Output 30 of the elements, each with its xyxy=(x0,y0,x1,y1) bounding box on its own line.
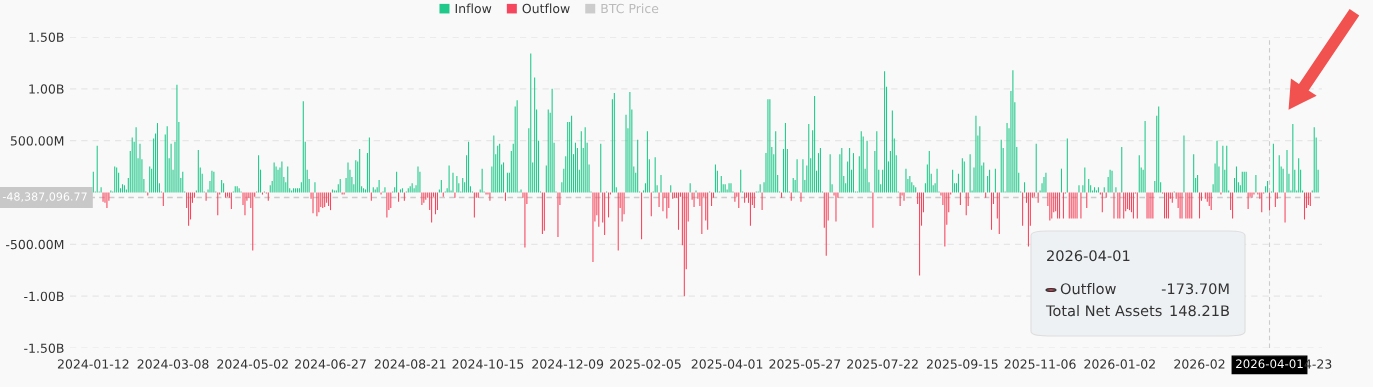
x-tick-label: 2025-11-06 xyxy=(1004,359,1076,369)
x-tick-label: 2024-05-02 xyxy=(217,359,288,369)
y-tick-label: -500.00M xyxy=(6,239,64,250)
x-tick-label: 2026-01-02 xyxy=(1084,359,1155,369)
x-tick-label: 2025-04-01 xyxy=(691,359,763,369)
x-tick-label: 2024-08-21 xyxy=(374,359,446,369)
annotation: -173.70M xyxy=(1161,283,1229,295)
x-tick-label: 2024-12-09 xyxy=(532,359,604,369)
x-tick-label: 2026-02 xyxy=(1174,359,1225,369)
x-tick-label: 2025-05-27 xyxy=(769,359,841,369)
x-tick-label: 2025-07-22 xyxy=(847,359,918,369)
annotation: 2026-04-01 xyxy=(1047,250,1130,262)
y-tick-label: 1.50B xyxy=(29,32,64,42)
x-tick-label: 2026-04-01 xyxy=(1236,359,1303,369)
x-tick-label: 2024-03-08 xyxy=(137,359,209,369)
y-tick-label: 500.00M xyxy=(10,136,64,146)
annotation: Total Net Assets xyxy=(1045,304,1162,317)
annotation: 148.21B xyxy=(1170,305,1229,317)
y-tick-label: -1.00B xyxy=(24,291,64,302)
legend-label: BTC Price xyxy=(601,3,659,14)
y-tick-label: 1.00B xyxy=(29,84,64,94)
x-tick-label: 2024-01-12 xyxy=(57,359,129,369)
annotation: Outflow xyxy=(1060,282,1116,295)
x-tick-label: 2024-10-15 xyxy=(452,359,524,369)
legend-label: Outflow xyxy=(522,3,570,14)
x-tick-label: 2025-09-15 xyxy=(926,359,998,369)
x-tick-label: 2025-02-05 xyxy=(610,359,681,369)
legend-label: Inflow xyxy=(455,3,492,14)
x-tick-label: 2024-06-27 xyxy=(295,359,366,369)
y-tick-label: -1.50B xyxy=(24,343,64,353)
